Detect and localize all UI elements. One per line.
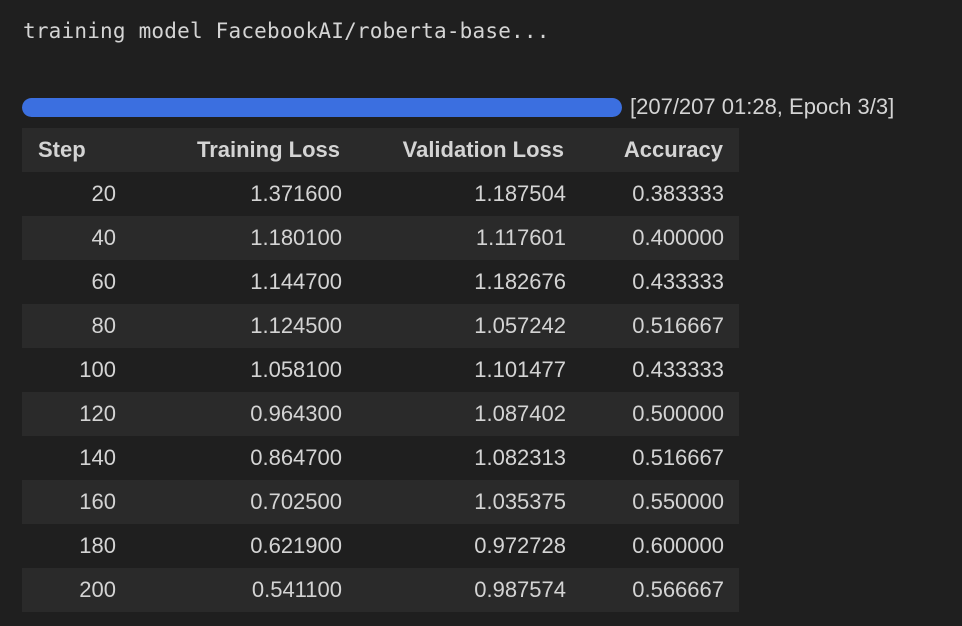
training-metrics-table: Step Training Loss Validation Loss Accur… [22,128,739,612]
training-progress: [207/207 01:28, Epoch 3/3] [22,93,894,121]
cell-accuracy: 0.566667 [578,568,739,612]
cell-training-loss: 1.180100 [138,216,352,260]
cell-training-loss: 0.541100 [138,568,352,612]
column-header-accuracy: Accuracy [578,128,739,172]
cell-validation-loss: 1.057242 [352,304,578,348]
cell-training-loss: 0.702500 [138,480,352,524]
cell-step: 80 [22,304,138,348]
cell-validation-loss: 1.082313 [352,436,578,480]
table-row: 140 0.864700 1.082313 0.516667 [22,436,739,480]
cell-training-loss: 0.621900 [138,524,352,568]
cell-step: 20 [22,172,138,216]
cell-accuracy: 0.550000 [578,480,739,524]
cell-step: 40 [22,216,138,260]
progress-bar-fill [22,97,622,117]
table-row: 200 0.541100 0.987574 0.566667 [22,568,739,612]
cell-training-loss: 1.058100 [138,348,352,392]
cell-validation-loss: 1.187504 [352,172,578,216]
cell-accuracy: 0.400000 [578,216,739,260]
cell-validation-loss: 1.035375 [352,480,578,524]
cell-validation-loss: 1.087402 [352,392,578,436]
table-row: 60 1.144700 1.182676 0.433333 [22,260,739,304]
column-header-training-loss: Training Loss [138,128,352,172]
cell-accuracy: 0.600000 [578,524,739,568]
table-row: 80 1.124500 1.057242 0.516667 [22,304,739,348]
progress-bar [22,97,622,117]
cell-training-loss: 1.371600 [138,172,352,216]
cell-validation-loss: 0.972728 [352,524,578,568]
cell-accuracy: 0.516667 [578,304,739,348]
cell-step: 160 [22,480,138,524]
cell-accuracy: 0.433333 [578,348,739,392]
cell-validation-loss: 1.182676 [352,260,578,304]
cell-training-loss: 0.964300 [138,392,352,436]
cell-validation-loss: 1.117601 [352,216,578,260]
cell-step: 100 [22,348,138,392]
cell-validation-loss: 0.987574 [352,568,578,612]
table-header-row: Step Training Loss Validation Loss Accur… [22,128,739,172]
cell-accuracy: 0.500000 [578,392,739,436]
progress-label: [207/207 01:28, Epoch 3/3] [630,94,895,119]
cell-training-loss: 1.124500 [138,304,352,348]
table-row: 120 0.964300 1.087402 0.500000 [22,392,739,436]
cell-validation-loss: 1.101477 [352,348,578,392]
cell-step: 180 [22,524,138,568]
table-row: 100 1.058100 1.101477 0.433333 [22,348,739,392]
cell-training-loss: 0.864700 [138,436,352,480]
table-row: 180 0.621900 0.972728 0.600000 [22,524,739,568]
cell-accuracy: 0.516667 [578,436,739,480]
column-header-step: Step [22,128,138,172]
cell-accuracy: 0.433333 [578,260,739,304]
cell-step: 200 [22,568,138,612]
table-row: 40 1.180100 1.117601 0.400000 [22,216,739,260]
cell-step: 120 [22,392,138,436]
cell-training-loss: 1.144700 [138,260,352,304]
column-header-validation-loss: Validation Loss [352,128,578,172]
cell-step: 60 [22,260,138,304]
table-row: 160 0.702500 1.035375 0.550000 [22,480,739,524]
table-row: 20 1.371600 1.187504 0.383333 [22,172,739,216]
cell-accuracy: 0.383333 [578,172,739,216]
training-status-text: training model FacebookAI/roberta-base..… [23,19,550,43]
cell-step: 140 [22,436,138,480]
